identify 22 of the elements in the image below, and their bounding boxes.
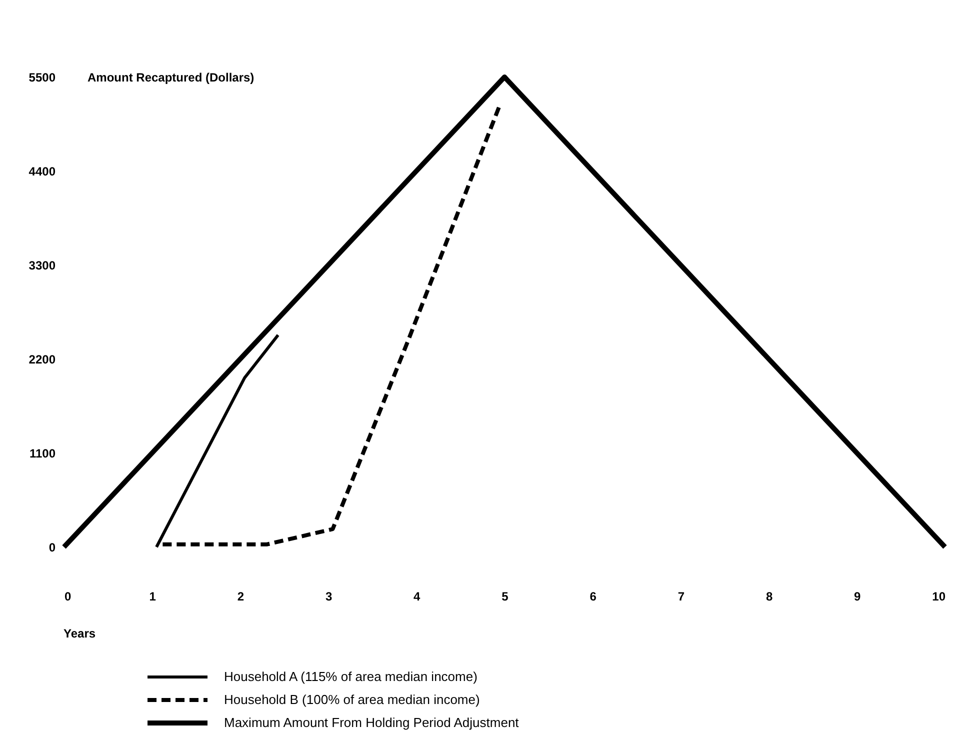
x-tick-label: 9 [854,590,862,604]
x-tick-label: 5 [502,590,509,604]
legend-label: Household B (100% of area median income) [224,692,480,707]
x-tick-label: 0 [64,590,72,604]
x-tick-label: 10 [932,590,946,604]
x-tick-label: 1 [149,590,156,604]
x-tick-label: 7 [678,590,685,604]
x-axis-title: Years [64,626,96,640]
y-tick-label: 4400 [28,164,56,178]
legend-label: Maximum Amount From Holding Period Adjustment [224,715,520,730]
y-tick-label: 5500 [28,70,56,84]
x-tick-label: 2 [237,590,244,604]
x-tick-label: 8 [766,590,773,604]
y-tick-label: 2200 [28,352,56,366]
y-axis-title: Amount Recaptured (Dollars) [88,70,254,84]
y-tick-label: 1100 [29,446,56,460]
legend-label: Household A (115% of area median income) [224,669,478,684]
x-tick-label: 6 [590,590,597,604]
x-tick-label: 3 [325,590,332,604]
x-tick-label: 4 [414,590,421,604]
y-tick-label: 3300 [28,258,56,272]
y-tick-label: 0 [48,540,56,554]
